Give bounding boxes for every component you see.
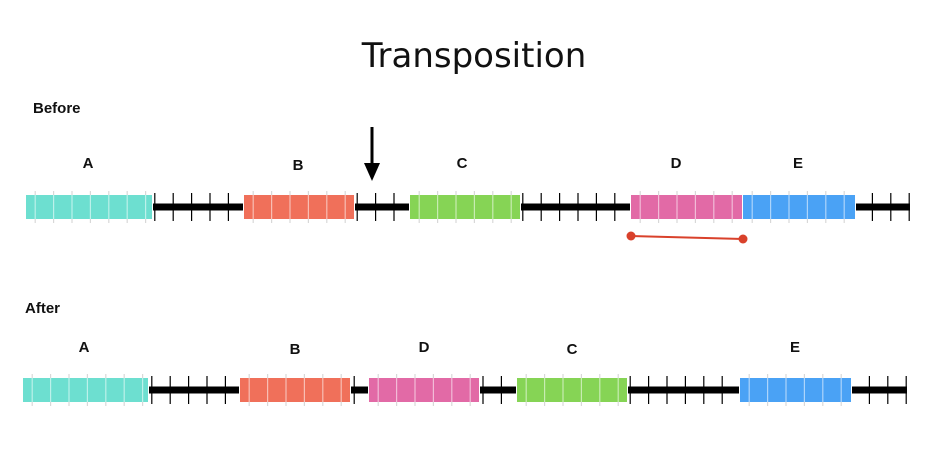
after-label: After bbox=[25, 300, 61, 317]
after-segment-label-a: A bbox=[78, 339, 90, 356]
after-segment-label-e: E bbox=[789, 339, 801, 356]
after-segment-e bbox=[740, 378, 851, 402]
before-segment-label-d: D bbox=[670, 155, 682, 172]
insertion-arrow-head bbox=[364, 163, 380, 181]
after-segment-d bbox=[369, 378, 479, 402]
diagram-title: Transposition bbox=[361, 36, 587, 76]
before-segment-d bbox=[631, 195, 743, 219]
before-segment-label-e: E bbox=[792, 155, 804, 172]
after-segment-b bbox=[240, 378, 350, 402]
before-segment-label-a: A bbox=[82, 155, 94, 172]
after-segment-label-b: B bbox=[289, 341, 301, 358]
after-segment-label-c: C bbox=[566, 341, 578, 358]
before-label: Before bbox=[33, 100, 81, 117]
before-segment-c bbox=[410, 195, 520, 219]
after-segment-c bbox=[517, 378, 627, 402]
before-segment-label-c: C bbox=[456, 155, 468, 172]
after-segment-a bbox=[23, 378, 148, 402]
before-segment-e bbox=[743, 195, 855, 219]
after-segment-label-d: D bbox=[418, 339, 430, 356]
before-segment-b bbox=[244, 195, 354, 219]
transposon-bracket-start-dot bbox=[626, 231, 636, 241]
transposon-bracket-line bbox=[630, 235, 744, 240]
before-segment-a bbox=[26, 195, 152, 219]
transposon-bracket-end-dot bbox=[738, 234, 748, 244]
before-segment-label-b: B bbox=[292, 157, 304, 174]
